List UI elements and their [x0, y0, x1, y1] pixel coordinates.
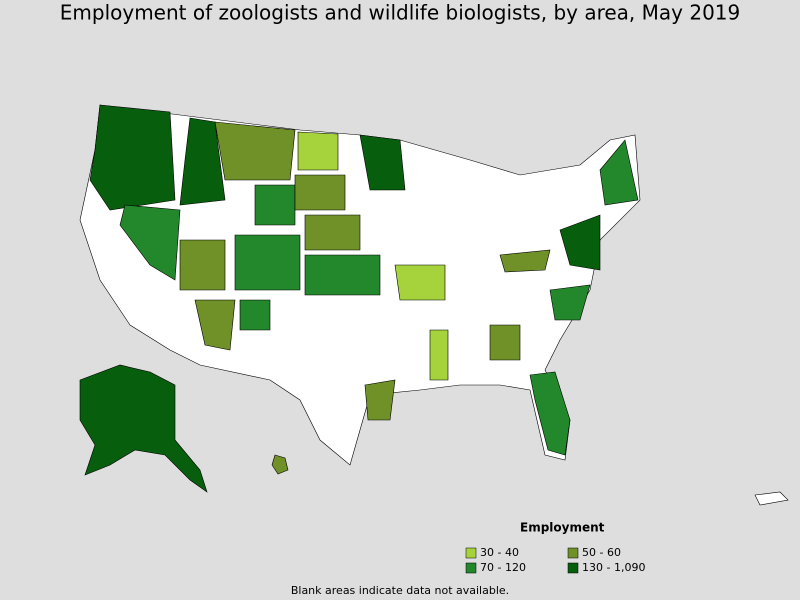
region-south-dakota: [294, 174, 346, 211]
legend-swatch: [465, 547, 477, 559]
region-wyoming: [254, 184, 296, 226]
puerto-rico: [754, 491, 789, 506]
legend-title: Employment: [520, 521, 605, 535]
region-nevada: [119, 204, 181, 281]
legend-swatch: [567, 562, 579, 574]
region-idaho: [179, 117, 226, 206]
region-northwest: [89, 104, 176, 211]
region-mid-atlantic: [559, 214, 601, 271]
legend-swatch: [465, 562, 477, 574]
region-colorado: [234, 234, 301, 291]
footnote: Blank areas indicate data not available.: [291, 584, 509, 597]
region-mississippi: [429, 329, 449, 381]
map: [79, 104, 789, 506]
region-utah: [179, 239, 226, 291]
region-missouri: [394, 264, 446, 301]
map-title: Employment of zoologists and wildlife bi…: [60, 1, 741, 25]
region-arizona: [194, 299, 236, 351]
legend-label: 70 - 120: [480, 561, 526, 574]
region-montana: [214, 121, 296, 181]
region-georgia: [489, 324, 521, 361]
region-alaska: [79, 364, 208, 493]
region-north-dakota: [297, 131, 339, 171]
legend-label: 30 - 40: [480, 546, 519, 559]
region-minnesota: [359, 134, 406, 191]
region-carolinas: [549, 284, 591, 321]
region-new-england: [599, 139, 639, 206]
legend: 30 - 40 50 - 60 70 - 120 130 - 1,090: [465, 546, 645, 574]
region-nebraska: [304, 214, 361, 251]
region-texas-coast: [364, 379, 396, 421]
region-kansas: [304, 254, 381, 296]
legend-label: 50 - 60: [582, 546, 621, 559]
region-hawaii: [271, 454, 289, 475]
legend-label: 130 - 1,090: [582, 561, 645, 574]
region-florida: [529, 371, 571, 456]
region-new-mexico: [239, 299, 271, 331]
region-kentucky: [499, 249, 551, 273]
legend-swatch: [567, 547, 579, 559]
